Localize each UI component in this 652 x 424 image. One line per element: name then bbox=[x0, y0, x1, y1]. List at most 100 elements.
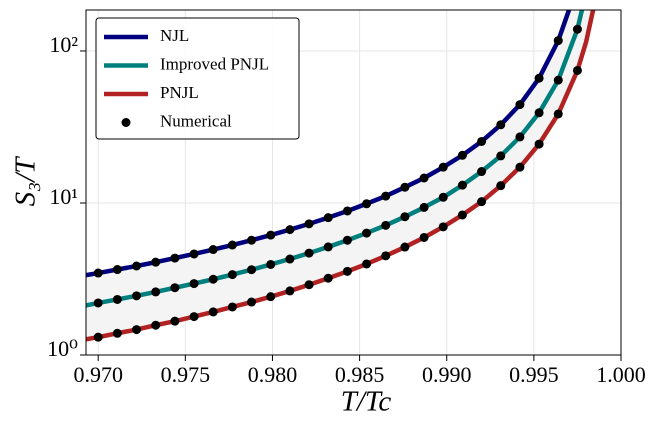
data-point bbox=[132, 325, 142, 335]
legend-label: PNJL bbox=[160, 83, 199, 102]
x-tick-label: 0.975 bbox=[161, 362, 211, 387]
data-point bbox=[323, 273, 333, 283]
data-point bbox=[151, 287, 161, 297]
data-point bbox=[572, 24, 582, 34]
data-point bbox=[247, 297, 257, 307]
data-point bbox=[457, 210, 467, 220]
data-point bbox=[266, 259, 276, 269]
data-point bbox=[342, 206, 352, 216]
data-point bbox=[112, 294, 122, 304]
data-point bbox=[515, 100, 525, 110]
data-point bbox=[323, 242, 333, 252]
series-line bbox=[86, 10, 572, 278]
y-tick-label: 10⁰ bbox=[47, 336, 78, 361]
data-point bbox=[419, 232, 429, 242]
data-point bbox=[362, 259, 372, 269]
data-point bbox=[247, 265, 257, 275]
y-axis-label: S₃/T bbox=[10, 156, 42, 207]
data-point bbox=[496, 151, 506, 161]
data-point bbox=[419, 173, 429, 183]
data-point bbox=[515, 132, 525, 142]
data-point bbox=[189, 312, 199, 322]
data-point bbox=[362, 228, 372, 238]
data-point bbox=[93, 268, 103, 278]
data-point bbox=[534, 139, 544, 149]
data-point bbox=[572, 65, 582, 75]
data-point bbox=[266, 230, 276, 240]
y-tick-label: 10¹ bbox=[49, 184, 78, 209]
data-point bbox=[438, 192, 448, 202]
legend-label: Numerical bbox=[160, 111, 232, 130]
data-point bbox=[362, 199, 372, 209]
plot-area bbox=[86, 10, 596, 342]
data-point bbox=[227, 240, 237, 250]
legend-box bbox=[95, 17, 300, 140]
data-point bbox=[247, 235, 257, 245]
data-point bbox=[534, 108, 544, 118]
data-point bbox=[553, 75, 563, 85]
x-tick-label: 0.980 bbox=[248, 362, 298, 387]
data-point bbox=[477, 197, 487, 207]
data-point bbox=[553, 109, 563, 119]
shaded-band bbox=[86, 10, 594, 340]
legend-label: Improved PNJL bbox=[160, 54, 269, 73]
data-point bbox=[323, 213, 333, 223]
data-point bbox=[457, 150, 467, 160]
data-point bbox=[400, 212, 410, 222]
data-point bbox=[553, 36, 563, 46]
data-point bbox=[208, 245, 218, 255]
data-point bbox=[496, 181, 506, 191]
data-point bbox=[132, 261, 142, 271]
data-point bbox=[285, 254, 295, 264]
data-point bbox=[266, 292, 276, 302]
data-point bbox=[132, 291, 142, 301]
x-tick-label: 0.995 bbox=[509, 362, 559, 387]
data-point bbox=[93, 298, 103, 308]
data-point bbox=[208, 307, 218, 317]
data-point bbox=[534, 73, 544, 83]
data-point bbox=[151, 257, 161, 267]
data-point bbox=[381, 220, 391, 230]
data-point bbox=[438, 222, 448, 232]
plot-frame bbox=[85, 9, 622, 356]
data-point bbox=[477, 167, 487, 177]
data-point bbox=[400, 182, 410, 192]
x-axis-label: T/Tc bbox=[341, 386, 392, 418]
data-point bbox=[208, 274, 218, 284]
axes: 0.970 0.975 0.980 0.985 0.990 0.995 1.000 10⁰ 10… bbox=[47, 32, 646, 387]
x-tick-label: 0.985 bbox=[335, 362, 385, 387]
data-point bbox=[342, 235, 352, 245]
data-point bbox=[304, 219, 314, 229]
data-point bbox=[477, 136, 487, 146]
x-tick-label: 0.970 bbox=[73, 362, 123, 387]
data-point bbox=[496, 120, 506, 130]
data-point bbox=[342, 266, 352, 276]
legend-marker bbox=[121, 118, 131, 127]
data-point bbox=[285, 225, 295, 235]
data-point bbox=[515, 162, 525, 172]
data-point bbox=[112, 265, 122, 275]
data-point bbox=[170, 283, 180, 293]
x-tick-label: 0.990 bbox=[422, 362, 472, 387]
data-point bbox=[381, 191, 391, 201]
data-point bbox=[457, 180, 467, 190]
legend: NJL Improved PNJL PNJL Numerical bbox=[95, 17, 300, 140]
x-tick-label: 1.000 bbox=[596, 362, 646, 387]
data-point bbox=[170, 316, 180, 326]
data-point bbox=[381, 251, 391, 261]
data-point bbox=[227, 302, 237, 312]
series-line bbox=[86, 10, 585, 308]
data-point bbox=[151, 320, 161, 330]
data-point bbox=[438, 162, 448, 172]
data-point bbox=[304, 248, 314, 258]
data-point bbox=[112, 328, 122, 338]
y-tick-label: 10² bbox=[49, 32, 78, 57]
data-point bbox=[304, 280, 314, 290]
data-point bbox=[93, 332, 103, 342]
data-point bbox=[419, 202, 429, 212]
data-point bbox=[227, 270, 237, 280]
data-point bbox=[189, 279, 199, 289]
data-point bbox=[189, 249, 199, 259]
data-point bbox=[285, 286, 295, 296]
